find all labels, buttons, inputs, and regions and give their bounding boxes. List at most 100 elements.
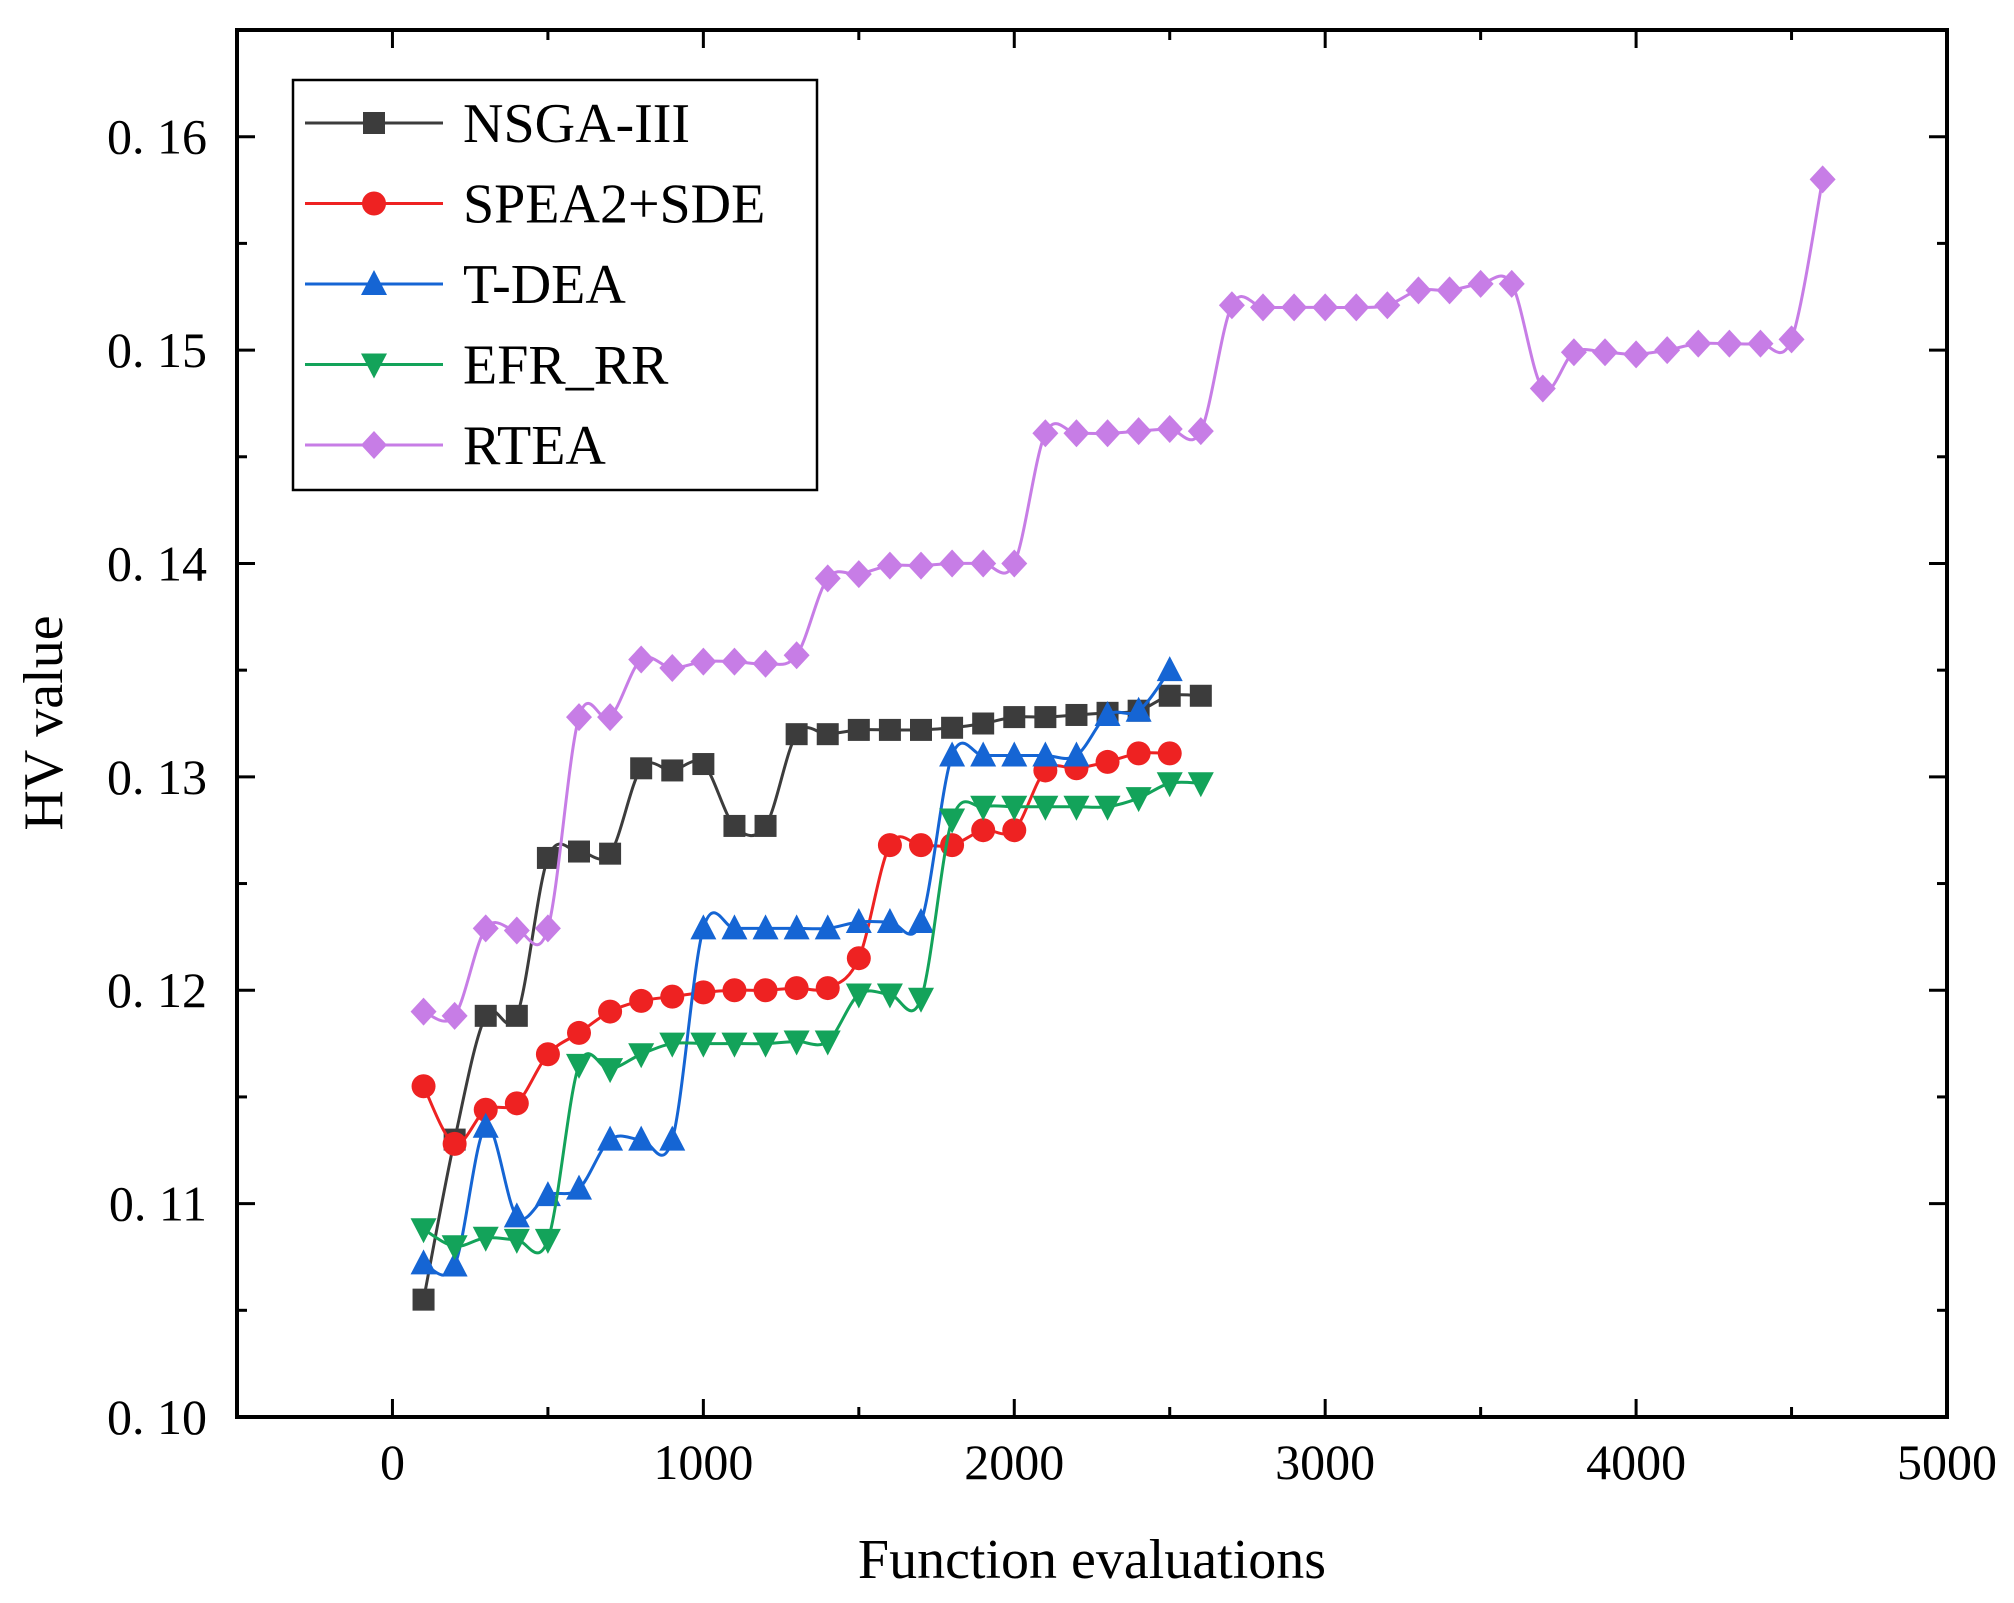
data-point-efr-rr bbox=[845, 983, 872, 1009]
data-point-nsga-iii bbox=[785, 723, 808, 746]
data-point-rtea bbox=[1032, 419, 1059, 448]
data-point-rtea bbox=[1467, 269, 1494, 298]
data-point-t-dea bbox=[534, 1181, 561, 1207]
legend-item-nsga-iii: NSGA-III bbox=[305, 93, 690, 155]
data-point-t-dea bbox=[659, 1125, 686, 1151]
legend-item-t-dea: T-DEA bbox=[305, 254, 626, 316]
data-point-rtea bbox=[1778, 325, 1805, 354]
data-point-rtea bbox=[876, 551, 903, 580]
y-tick-label: 0. 10 bbox=[107, 1389, 207, 1445]
data-point-rtea bbox=[783, 641, 810, 670]
data-point-spea2-sde bbox=[846, 946, 871, 971]
data-point-rtea bbox=[1716, 329, 1743, 358]
legend-item-spea2-sde: SPEA2+SDE bbox=[305, 174, 765, 236]
x-tick-label: 3000 bbox=[1275, 1434, 1375, 1490]
data-point-rtea bbox=[1125, 417, 1152, 446]
data-point-nsga-iii bbox=[1189, 684, 1212, 707]
data-point-spea2-sde bbox=[1157, 741, 1182, 766]
data-point-nsga-iii bbox=[1003, 706, 1026, 729]
data-point-rtea bbox=[566, 703, 592, 732]
legend-marker-spea2-sde bbox=[362, 191, 386, 216]
data-point-rtea bbox=[1623, 340, 1650, 369]
data-point-efr-rr bbox=[534, 1228, 561, 1254]
data-point-t-dea bbox=[845, 907, 872, 933]
data-point-efr-rr bbox=[690, 1032, 717, 1058]
data-point-t-dea bbox=[628, 1125, 655, 1151]
data-point-efr-rr bbox=[1094, 795, 1121, 821]
data-point-nsga-iii bbox=[412, 1288, 435, 1311]
data-point-efr-rr bbox=[1063, 795, 1090, 821]
y-tick-label: 0. 16 bbox=[107, 109, 207, 165]
data-point-efr-rr bbox=[970, 795, 997, 821]
legend-item-rtea: RTEA bbox=[305, 415, 606, 477]
data-point-nsga-iii bbox=[1065, 703, 1088, 726]
data-point-t-dea bbox=[970, 741, 997, 767]
data-point-efr-rr bbox=[597, 1058, 624, 1084]
data-point-spea2-sde bbox=[1126, 741, 1151, 766]
axis-ticks bbox=[235, 28, 1949, 1419]
data-point-nsga-iii bbox=[661, 759, 684, 782]
data-point-spea2-sde bbox=[815, 976, 840, 1001]
data-point-spea2-sde bbox=[535, 1042, 560, 1067]
data-point-nsga-iii bbox=[723, 814, 746, 837]
y-tick-labels: 0. 10 0. 11 0. 12 0. 13 0. 14 0. 15 0. 16 bbox=[107, 109, 207, 1445]
data-point-nsga-iii bbox=[1158, 684, 1181, 707]
data-point-rtea bbox=[970, 549, 997, 578]
data-point-t-dea bbox=[814, 914, 841, 940]
data-point-nsga-iii bbox=[474, 1004, 497, 1027]
data-point-nsga-iii bbox=[1034, 706, 1057, 729]
data-point-efr-rr bbox=[503, 1228, 530, 1254]
data-point-t-dea bbox=[1001, 741, 1028, 767]
data-point-spea2-sde bbox=[877, 833, 902, 858]
data-point-spea2-sde bbox=[411, 1074, 436, 1099]
data-point-rtea bbox=[1560, 338, 1587, 367]
data-point-t-dea bbox=[939, 741, 966, 767]
legend-item-efr-rr: EFR_RR bbox=[305, 335, 669, 397]
data-point-t-dea bbox=[690, 914, 717, 940]
data-point-rtea bbox=[1218, 291, 1245, 320]
data-point-efr-rr bbox=[814, 1030, 841, 1056]
y-tick-label: 0. 15 bbox=[107, 322, 207, 378]
legend-marker-rtea bbox=[361, 431, 387, 459]
legend-label-spea2-sde: SPEA2+SDE bbox=[463, 174, 765, 236]
data-point-efr-rr bbox=[1125, 787, 1152, 813]
data-point-spea2-sde bbox=[629, 988, 654, 1013]
y-tick-label: 0. 14 bbox=[107, 535, 207, 591]
data-point-t-dea bbox=[908, 907, 934, 933]
data-point-spea2-sde bbox=[567, 1020, 591, 1045]
data-point-efr-rr bbox=[876, 983, 903, 1009]
data-point-spea2-sde bbox=[909, 833, 933, 858]
data-point-nsga-iii bbox=[847, 718, 870, 741]
series-nsga-iii bbox=[412, 684, 1212, 1311]
data-point-efr-rr bbox=[1187, 772, 1214, 798]
data-point-rtea bbox=[1187, 417, 1214, 446]
data-point-nsga-iii bbox=[599, 842, 622, 865]
x-axis-title: Function evaluations bbox=[858, 1529, 1326, 1591]
data-point-t-dea bbox=[597, 1125, 624, 1151]
data-point-rtea bbox=[814, 564, 841, 593]
data-point-rtea bbox=[503, 916, 530, 945]
data-point-rtea bbox=[597, 703, 624, 732]
data-point-spea2-sde bbox=[971, 818, 996, 843]
legend-label-rtea: RTEA bbox=[463, 415, 606, 477]
y-axis-title: HV value bbox=[13, 615, 75, 830]
data-point-rtea bbox=[1343, 293, 1370, 322]
data-point-efr-rr bbox=[721, 1032, 748, 1058]
data-point-efr-rr bbox=[908, 987, 934, 1013]
data-point-rtea bbox=[628, 645, 655, 674]
legend-marker-t-dea bbox=[361, 270, 387, 295]
data-point-t-dea bbox=[721, 914, 748, 940]
y-tick-label: 0. 12 bbox=[107, 962, 207, 1018]
data-point-t-dea bbox=[472, 1112, 499, 1138]
data-point-t-dea bbox=[783, 914, 810, 940]
plot-frame bbox=[235, 28, 1949, 1419]
data-point-spea2-sde bbox=[660, 984, 685, 1009]
data-point-efr-rr bbox=[472, 1226, 499, 1252]
data-point-t-dea bbox=[1125, 696, 1152, 722]
data-point-rtea bbox=[690, 647, 717, 676]
data-point-spea2-sde bbox=[442, 1131, 467, 1156]
data-point-rtea bbox=[1436, 276, 1463, 305]
data-point-efr-rr bbox=[752, 1032, 779, 1058]
data-point-efr-rr bbox=[1001, 795, 1028, 821]
data-point-t-dea bbox=[503, 1202, 530, 1228]
